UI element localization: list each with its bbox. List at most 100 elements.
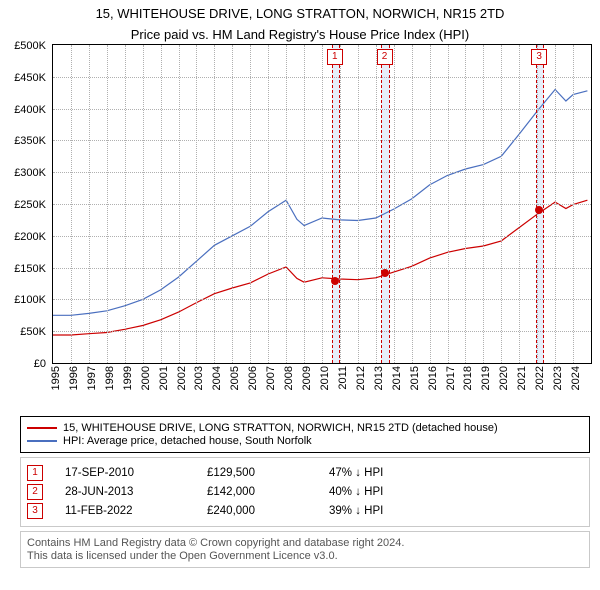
- gridline-v: [501, 45, 502, 363]
- x-tick-label: 2023: [552, 366, 564, 390]
- gridline-v: [268, 45, 269, 363]
- legend-label: HPI: Average price, detached house, Sout…: [63, 435, 312, 447]
- gridline-v: [465, 45, 466, 363]
- gridline-v: [376, 45, 377, 363]
- series-line: [53, 90, 587, 316]
- gridline-v: [394, 45, 395, 363]
- gridline-v: [519, 45, 520, 363]
- gridline-v: [322, 45, 323, 363]
- event-band: [536, 45, 544, 363]
- y-tick-label: £500K: [14, 40, 46, 52]
- x-tick-label: 2016: [427, 366, 439, 390]
- x-tick-label: 2002: [176, 366, 188, 390]
- legend-swatch: [27, 427, 57, 429]
- gridline-v: [179, 45, 180, 363]
- event-price: £142,000: [207, 486, 307, 498]
- gridline-v: [232, 45, 233, 363]
- gridline-v: [107, 45, 108, 363]
- x-tick-label: 2021: [516, 366, 528, 390]
- x-tick-label: 2020: [498, 366, 510, 390]
- event-price: £240,000: [207, 505, 307, 517]
- event-row: 2 28-JUN-2013 £142,000 40% ↓ HPI: [27, 484, 583, 500]
- event-delta: 40% ↓ HPI: [329, 486, 583, 498]
- gridline-v: [214, 45, 215, 363]
- gridline-v: [286, 45, 287, 363]
- gridline-v: [412, 45, 413, 363]
- legend-box: 15, WHITEHOUSE DRIVE, LONG STRATTON, NOR…: [20, 416, 590, 453]
- gridline-v: [125, 45, 126, 363]
- event-band: [381, 45, 389, 363]
- event-date: 28-JUN-2013: [65, 486, 185, 498]
- event-number: 3: [27, 503, 43, 519]
- x-tick-label: 2005: [229, 366, 241, 390]
- y-tick-label: £350K: [14, 135, 46, 147]
- x-tick-label: 2022: [534, 366, 546, 390]
- x-tick-label: 2014: [391, 366, 403, 390]
- gridline-v: [555, 45, 556, 363]
- y-tick-label: £400K: [14, 104, 46, 116]
- event-flag: 1: [327, 49, 343, 65]
- events-box: 117-SEP-2010£129,50047% ↓ HPI228-JUN-201…: [20, 457, 590, 527]
- x-tick-label: 2024: [570, 366, 582, 390]
- x-tick-label: 2000: [140, 366, 152, 390]
- event-dot: [381, 269, 389, 277]
- x-tick-label: 1997: [86, 366, 98, 390]
- x-tick-label: 2003: [193, 366, 205, 390]
- event-row: 3 11-FEB-2022 £240,000 39% ↓ HPI: [27, 503, 583, 519]
- legend-row: 15, WHITEHOUSE DRIVE, LONG STRATTON, NOR…: [27, 422, 583, 434]
- legend-row: HPI: Average price, detached house, Sout…: [27, 435, 583, 447]
- chart-area: £0£50K£100K£150K£200K£250K£300K£350K£400…: [0, 42, 600, 412]
- chart-title-line2: Price paid vs. HM Land Registry's House …: [4, 27, 596, 42]
- gridline-v: [143, 45, 144, 363]
- plot-region: 1 2 3: [52, 44, 592, 364]
- gridline-v: [430, 45, 431, 363]
- event-dot: [535, 206, 543, 214]
- event-price: £129,500: [207, 467, 307, 479]
- x-tick-label: 2007: [265, 366, 277, 390]
- footer-line-1: Contains HM Land Registry data © Crown c…: [27, 537, 583, 549]
- y-tick-label: £0: [34, 358, 46, 370]
- gridline-v: [161, 45, 162, 363]
- x-tick-label: 1995: [50, 366, 62, 390]
- gridline-v: [250, 45, 251, 363]
- footer-box: Contains HM Land Registry data © Crown c…: [20, 531, 590, 568]
- event-delta: 39% ↓ HPI: [329, 505, 583, 517]
- gridline-v: [71, 45, 72, 363]
- x-tick-label: 2018: [462, 366, 474, 390]
- gridline-v: [448, 45, 449, 363]
- y-tick-label: £250K: [14, 199, 46, 211]
- gridline-v: [483, 45, 484, 363]
- y-tick-label: £200K: [14, 231, 46, 243]
- x-tick-label: 2011: [337, 366, 349, 390]
- x-axis-labels: 1995199619971998199920002001200220032004…: [52, 366, 592, 410]
- event-row: 117-SEP-2010£129,50047% ↓ HPI: [27, 465, 583, 481]
- x-tick-label: 2004: [211, 366, 223, 390]
- y-tick-label: £150K: [14, 263, 46, 275]
- gridline-v: [89, 45, 90, 363]
- event-flag: 2: [377, 49, 393, 65]
- legend-swatch: [27, 440, 57, 442]
- gridline-v: [304, 45, 305, 363]
- event-flag: 3: [531, 49, 547, 65]
- event-date: 11-FEB-2022: [65, 505, 185, 517]
- x-tick-label: 1996: [68, 366, 80, 390]
- event-number: 2: [27, 484, 43, 500]
- x-tick-label: 1999: [122, 366, 134, 390]
- gridline-v: [196, 45, 197, 363]
- gridline-v: [358, 45, 359, 363]
- y-tick-label: £100K: [14, 294, 46, 306]
- y-tick-label: £300K: [14, 167, 46, 179]
- x-tick-label: 2012: [355, 366, 367, 390]
- event-date: 17-SEP-2010: [65, 467, 185, 479]
- x-tick-label: 2009: [301, 366, 313, 390]
- x-tick-label: 2008: [283, 366, 295, 390]
- x-tick-label: 2006: [247, 366, 259, 390]
- footer-line-2: This data is licensed under the Open Gov…: [27, 550, 583, 562]
- chart-title-line1: 15, WHITEHOUSE DRIVE, LONG STRATTON, NOR…: [4, 6, 596, 21]
- y-axis-labels: £0£50K£100K£150K£200K£250K£300K£350K£400…: [0, 44, 48, 364]
- x-tick-label: 2015: [409, 366, 421, 390]
- x-tick-label: 2001: [158, 366, 170, 390]
- x-tick-label: 2017: [445, 366, 457, 390]
- gridline-v: [573, 45, 574, 363]
- gridline-v: [340, 45, 341, 363]
